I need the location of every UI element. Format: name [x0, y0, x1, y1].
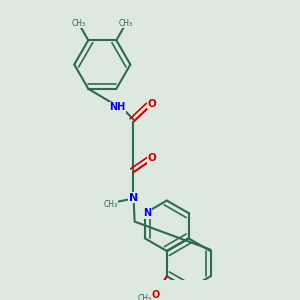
- Text: CH₃: CH₃: [71, 19, 85, 28]
- Text: N: N: [128, 193, 138, 203]
- Text: O: O: [148, 154, 157, 164]
- Text: NH: NH: [110, 102, 126, 112]
- Text: O: O: [148, 99, 157, 109]
- Text: CH₃: CH₃: [137, 294, 152, 300]
- Text: CH₃: CH₃: [104, 200, 118, 209]
- Text: CH₃: CH₃: [119, 19, 133, 28]
- Text: N: N: [143, 208, 151, 218]
- Text: O: O: [152, 290, 160, 299]
